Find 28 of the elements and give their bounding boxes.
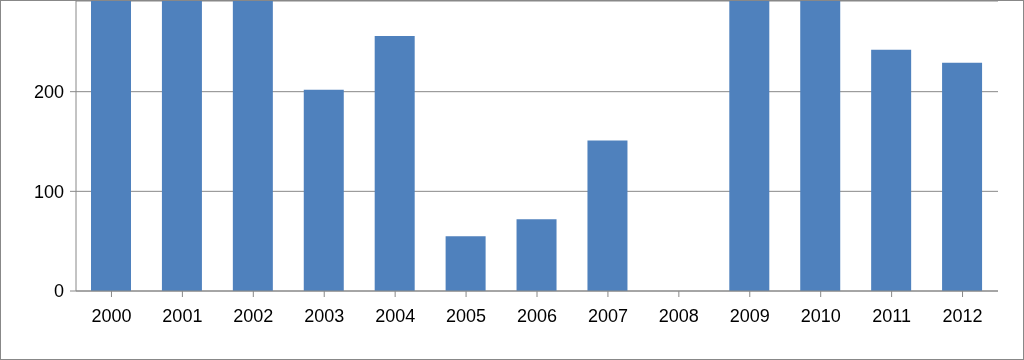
- bar: [232, 1, 273, 291]
- x-tick-label: 2003: [304, 305, 345, 326]
- x-tick-label: 2007: [587, 305, 628, 326]
- bar: [587, 140, 628, 291]
- bar: [91, 1, 131, 291]
- y-tick-label: 0: [53, 281, 64, 302]
- x-tick-label: 2006: [516, 305, 558, 326]
- x-tick-label: 2004: [375, 305, 416, 326]
- x-tick-label: 2001: [162, 305, 203, 326]
- bar: [942, 62, 983, 291]
- x-tick-label: 2010: [800, 305, 841, 326]
- x-tick-label: 2011: [872, 305, 911, 326]
- x-tick-label: 2000: [91, 305, 132, 326]
- y-tick-label: 100: [33, 181, 64, 202]
- y-tick-label: 200: [33, 82, 64, 103]
- x-tick-label: 2008: [658, 305, 699, 326]
- bar: [516, 219, 557, 291]
- bar: [161, 1, 202, 291]
- bar: [445, 236, 486, 291]
- x-tick-label: 2012: [942, 305, 983, 326]
- x-tick-label: 2002: [233, 305, 274, 326]
- bar: [800, 1, 841, 291]
- x-tick-label: 2009: [729, 305, 770, 326]
- bar: [303, 89, 344, 291]
- bar: [729, 1, 770, 291]
- bar: [374, 35, 415, 291]
- bar: [871, 49, 912, 291]
- x-tick-label: 2005: [446, 305, 487, 326]
